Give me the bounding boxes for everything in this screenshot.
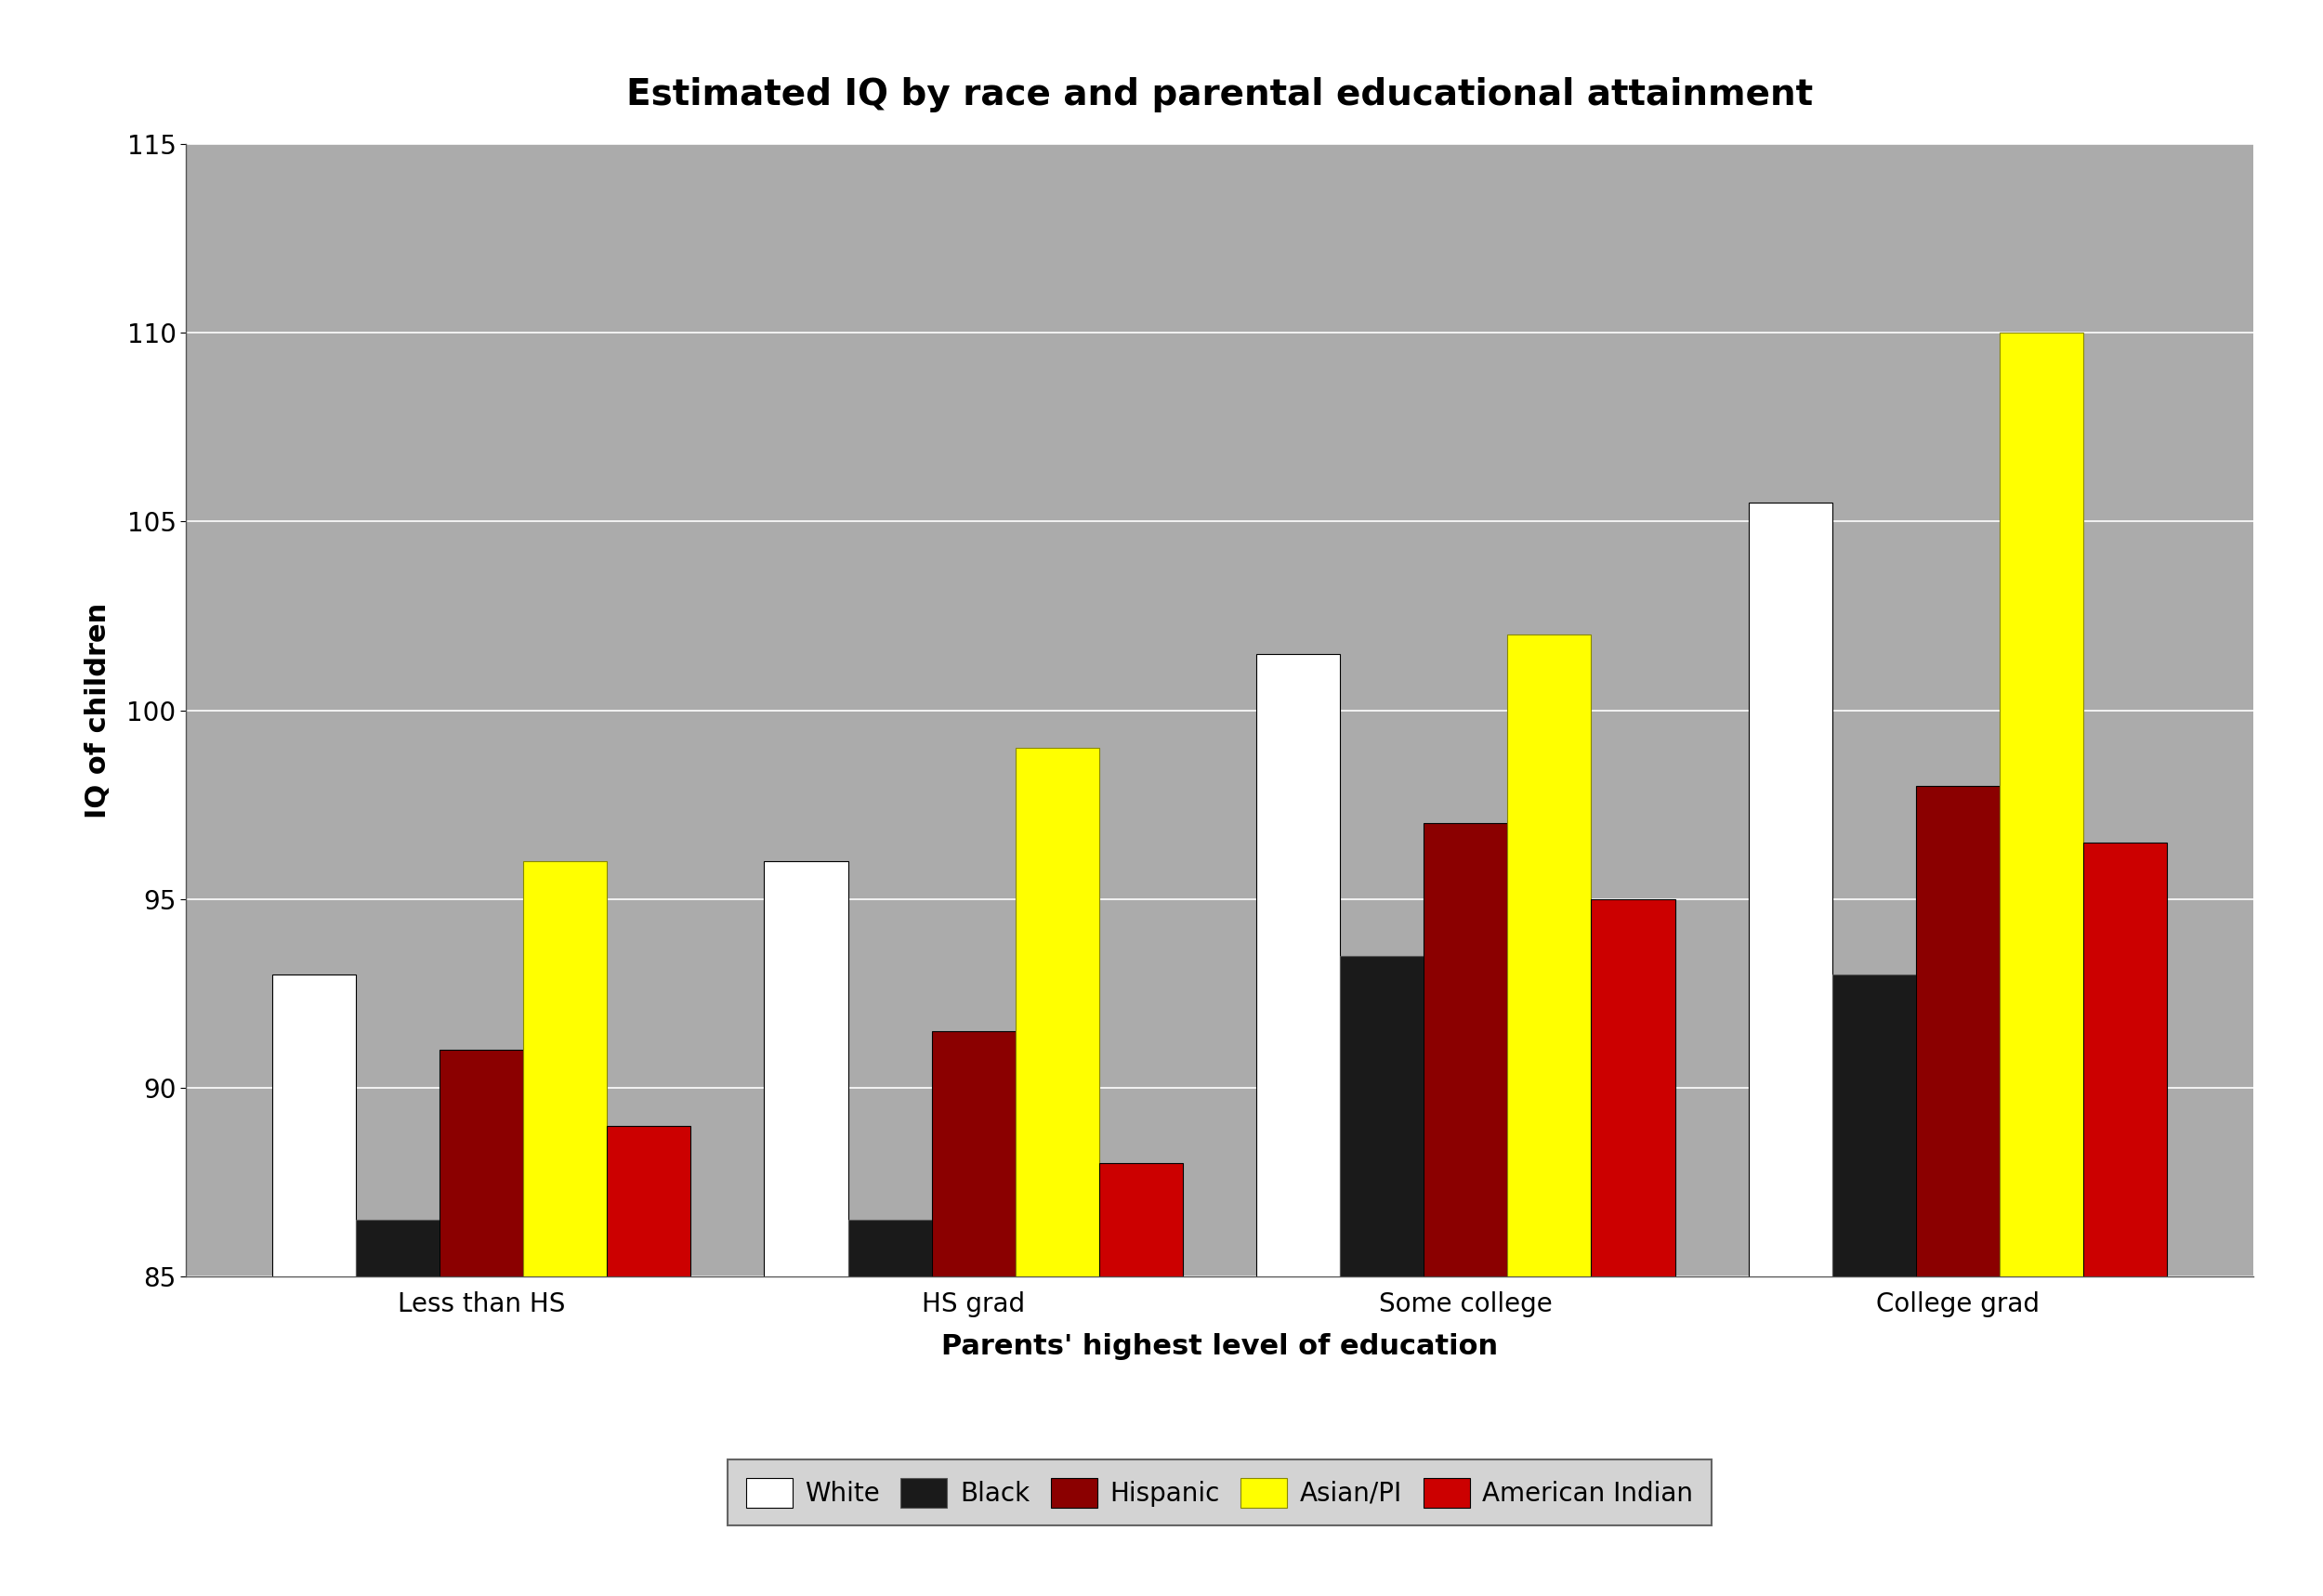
Bar (1591, 899, 1675, 1277)
Bar (523, 862, 606, 1277)
X-axis label: Parents' highest level of education: Parents' highest level of education (941, 1333, 1498, 1360)
Bar (1508, 635, 1591, 1277)
Bar (606, 1125, 690, 1277)
Bar (1099, 1163, 1182, 1277)
Bar (1340, 956, 1424, 1277)
Bar (1916, 785, 2000, 1277)
Bar (1257, 654, 1340, 1277)
Bar (848, 1221, 932, 1277)
Bar (439, 1050, 523, 1277)
Y-axis label: IQ of children: IQ of children (84, 602, 112, 819)
Bar (1015, 749, 1099, 1277)
Bar (1833, 975, 1916, 1277)
Bar (932, 1031, 1015, 1277)
Bar (1749, 503, 1833, 1277)
Bar (272, 975, 355, 1277)
Bar (2084, 843, 2167, 1277)
Bar (355, 1221, 439, 1277)
Bar (764, 862, 848, 1277)
Bar (1424, 824, 1508, 1277)
Legend: White, Black, Hispanic, Asian/PI, American Indian: White, Black, Hispanic, Asian/PI, Americ… (727, 1460, 1712, 1526)
Title: Estimated IQ by race and parental educational attainment: Estimated IQ by race and parental educat… (627, 77, 1812, 112)
Bar (2000, 332, 2084, 1277)
